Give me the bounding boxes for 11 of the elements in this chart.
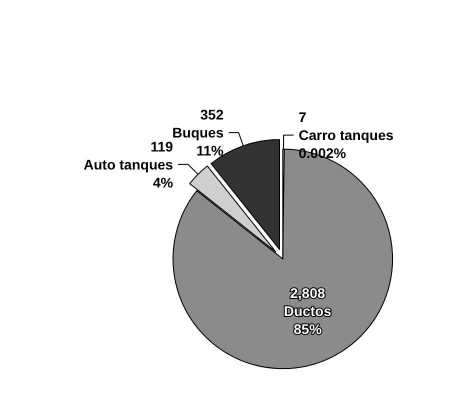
data-label: 7: [298, 109, 307, 126]
text: 4%: [152, 174, 174, 190]
data-label: 2,808: [290, 285, 326, 302]
text: 11%: [196, 142, 224, 159]
slice-label: Auto tanques: [84, 156, 174, 172]
data-label: 119: [150, 138, 174, 154]
text: 85%: [294, 321, 322, 338]
data-label: 352: [200, 106, 224, 123]
slice-label: Carro tanques: [298, 127, 394, 144]
slice-label: Buques: [172, 124, 224, 141]
slice-label: Ductos: [284, 303, 332, 320]
